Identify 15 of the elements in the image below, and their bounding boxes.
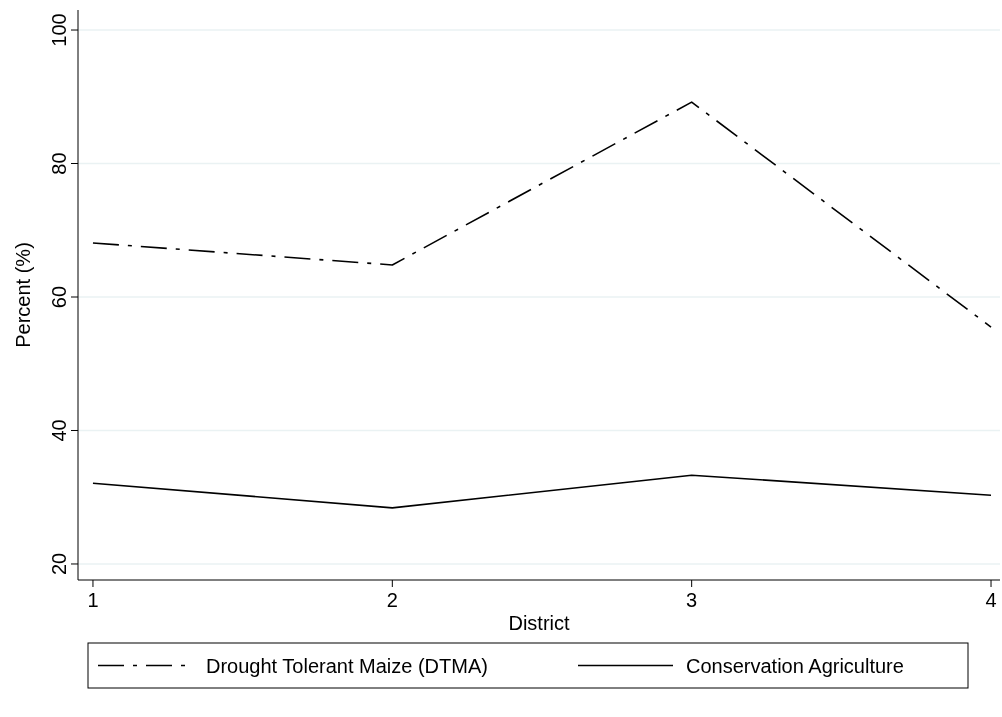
legend-label: Drought Tolerant Maize (DTMA) bbox=[206, 654, 488, 677]
y-tick-label: 100 bbox=[48, 13, 70, 47]
x-tick-label: 1 bbox=[87, 589, 99, 611]
line-series bbox=[92, 474, 992, 509]
y-tick-label: 80 bbox=[48, 152, 70, 175]
x-tick-label: 2 bbox=[386, 589, 398, 611]
y-axis-title: Percent (%) bbox=[12, 242, 34, 348]
x-axis-title: District bbox=[508, 612, 570, 634]
legend-label: Conservation Agriculture bbox=[686, 654, 904, 677]
x-tick-label: 3 bbox=[686, 589, 698, 611]
y-tick-label: 20 bbox=[48, 552, 70, 576]
x-tick-label: 4 bbox=[985, 589, 997, 611]
y-tick-label: 40 bbox=[48, 419, 70, 442]
y-tick-label: 60 bbox=[48, 285, 70, 309]
line-series bbox=[92, 101, 992, 328]
